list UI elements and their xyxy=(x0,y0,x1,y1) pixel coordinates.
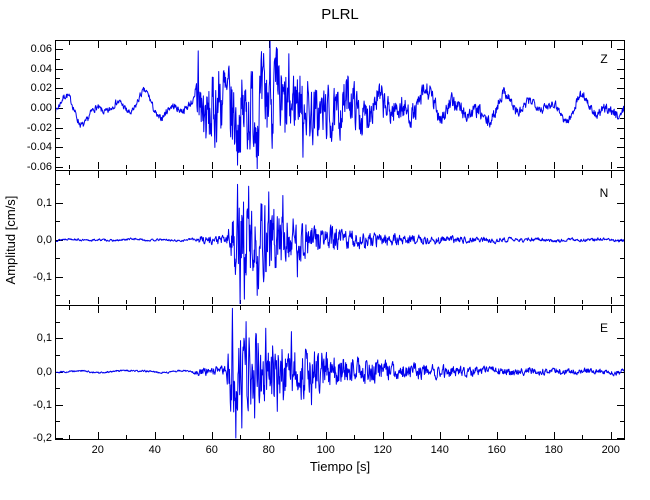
y-tick-label: 0.00 xyxy=(30,101,52,114)
y-tick-label: -0.02 xyxy=(26,121,52,134)
y-tick-label: 0,1 xyxy=(36,332,52,345)
waveform-plot-canvas xyxy=(55,40,625,440)
x-tick-label: 60 xyxy=(205,444,218,456)
x-tick-label: 120 xyxy=(373,444,392,456)
y-tick-label: 0,0 xyxy=(36,233,52,246)
y-tick-label: -0,1 xyxy=(33,398,52,411)
y-tick-label: 0,0 xyxy=(36,365,52,378)
x-tick-label: 100 xyxy=(316,444,335,456)
chart-title: PLRL xyxy=(321,6,359,23)
y-tick-label: 0.06 xyxy=(30,42,52,55)
x-tick-label: 140 xyxy=(430,444,449,456)
x-tick-label: 80 xyxy=(262,444,275,456)
y-tick-label: 0.02 xyxy=(30,82,52,95)
panel-label: N xyxy=(599,186,609,200)
x-tick-label: 40 xyxy=(148,444,161,456)
x-axis-label: Tiempo [s] xyxy=(309,459,371,474)
y-tick-label: -0.06 xyxy=(26,161,52,174)
x-tick-label: 20 xyxy=(91,444,104,456)
panel-label: Z xyxy=(600,52,608,66)
y-tick-label: -0,1 xyxy=(33,270,52,283)
y-tick-label: 0,1 xyxy=(36,196,52,209)
panel-label: E xyxy=(599,321,608,335)
x-tick-label: 160 xyxy=(487,444,506,456)
y-tick-label: -0.04 xyxy=(26,141,52,154)
x-tick-label: 180 xyxy=(544,444,563,456)
y-tick-label: -0,2 xyxy=(33,432,52,444)
y-tick-label: 0.04 xyxy=(30,62,52,75)
x-tick-label: 200 xyxy=(601,444,620,456)
